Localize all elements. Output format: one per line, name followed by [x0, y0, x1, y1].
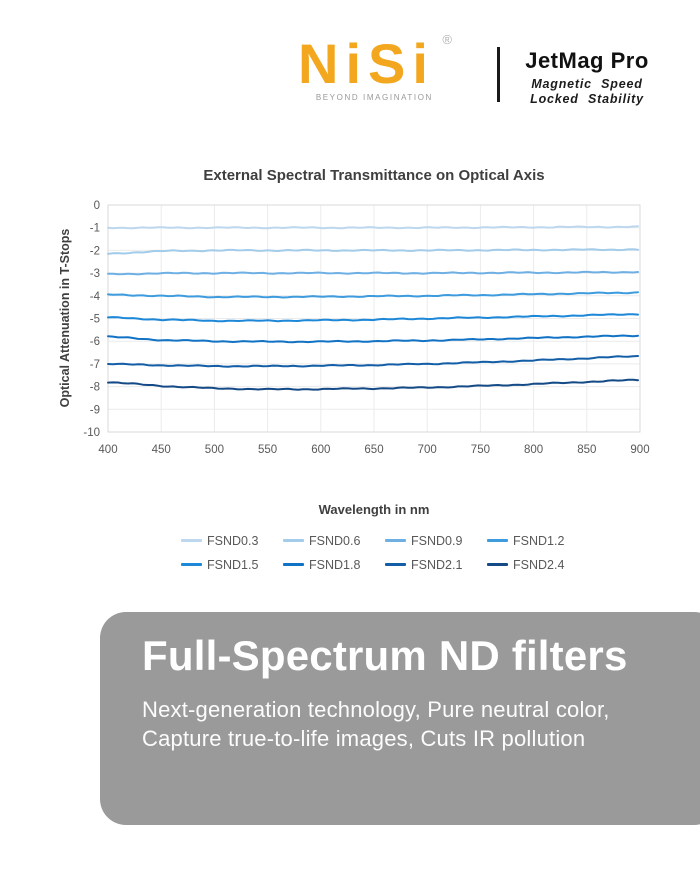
banner-body: Next-generation technology, Pure neutral…	[142, 697, 610, 752]
product-subtitle-line1: Magnetic Speed	[531, 77, 643, 91]
legend-item: FSND2.1	[385, 555, 487, 574]
legend-item: FSND0.6	[283, 531, 385, 550]
legend-item: FSND1.8	[283, 555, 385, 574]
svg-text:-7: -7	[90, 359, 100, 371]
legend-label: FSND0.9	[411, 533, 463, 548]
nisi-logo-wordmark: NiSi	[298, 32, 435, 95]
legend-line-swatch	[487, 539, 508, 542]
svg-text:500: 500	[205, 444, 224, 456]
x-axis-label: Wavelength in nm	[318, 502, 430, 517]
svg-text:800: 800	[524, 444, 543, 456]
legend-line-swatch	[181, 539, 202, 542]
svg-text:450: 450	[152, 444, 171, 456]
legend-label: FSND1.8	[309, 557, 361, 572]
svg-text:-8: -8	[90, 382, 100, 394]
chart-legend: FSND0.3 FSND0.6 FSND0.9 FSND1.2 FSND1.5 …	[181, 531, 589, 574]
nisi-logo-tagline: BEYOND IMAGINATION	[315, 93, 433, 102]
nisi-logo: NiSi ® BEYOND IMAGINATION	[298, 33, 452, 102]
svg-text:550: 550	[258, 444, 277, 456]
legend-line-swatch	[385, 539, 406, 542]
svg-text:900: 900	[630, 444, 649, 456]
svg-text:850: 850	[577, 444, 596, 456]
nisi-logo-text: NiSi ®	[298, 33, 452, 92]
legend-line-swatch	[181, 563, 202, 566]
legend-item: FSND1.5	[181, 555, 283, 574]
legend-line-swatch	[385, 563, 406, 566]
legend-line-swatch	[487, 563, 508, 566]
legend-item: FSND1.2	[487, 531, 589, 550]
svg-text:-4: -4	[90, 291, 101, 303]
svg-text:-6: -6	[90, 336, 100, 348]
legend-label: FSND1.2	[513, 533, 565, 548]
legend-label: FSND2.1	[411, 557, 463, 572]
legend-line-swatch	[283, 563, 304, 566]
legend-line-swatch	[283, 539, 304, 542]
legend-item: FSND0.3	[181, 531, 283, 550]
legend-label: FSND0.6	[309, 533, 361, 548]
product-banner: Full-Spectrum ND filters Next-generation…	[100, 612, 700, 825]
banner-heading: Full-Spectrum ND filters	[142, 632, 628, 679]
svg-text:750: 750	[471, 444, 490, 456]
svg-text:600: 600	[311, 444, 330, 456]
product-name: JetMag Pro	[525, 48, 649, 73]
svg-text:-5: -5	[90, 314, 100, 326]
legend-label: FSND2.4	[513, 557, 565, 572]
svg-text:-10: -10	[83, 427, 100, 439]
svg-text:0: 0	[94, 200, 100, 212]
svg-text:-9: -9	[90, 404, 100, 416]
spectral-chart: 0 -1 -2 -3 -4 -5 -6 -7 -8 -9 -10 400 450 500 550 600 650…	[83, 200, 649, 456]
chart-title: External Spectral Transmittance on Optic…	[203, 167, 545, 184]
product-subtitle-line2: Locked Stability	[530, 92, 644, 106]
product-block: JetMag Pro Magnetic Speed Locked Stabili…	[512, 48, 662, 107]
svg-text:700: 700	[418, 444, 437, 456]
legend-item: FSND2.4	[487, 555, 589, 574]
svg-text:-3: -3	[90, 268, 100, 280]
svg-text:400: 400	[98, 444, 117, 456]
svg-text:-1: -1	[90, 223, 100, 235]
svg-text:650: 650	[364, 444, 383, 456]
legend-label: FSND1.5	[207, 557, 259, 572]
registered-trademark-icon: ®	[442, 32, 452, 47]
legend-item: FSND0.9	[385, 531, 487, 550]
svg-text:-2: -2	[90, 245, 100, 257]
legend-label: FSND0.3	[207, 533, 259, 548]
header-divider	[497, 47, 500, 102]
